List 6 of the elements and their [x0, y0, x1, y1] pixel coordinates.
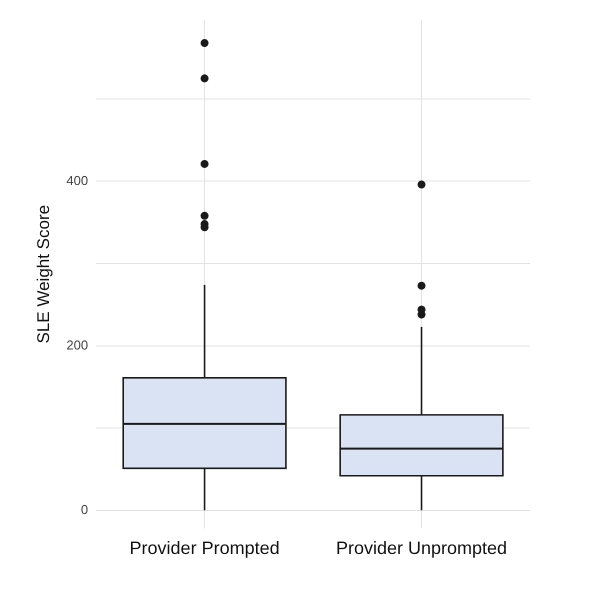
y-tick-label: 400 — [66, 172, 88, 188]
x-tick-label: Provider Prompted — [130, 538, 280, 558]
y-axis-title: SLE Weight Score — [34, 204, 53, 344]
y-tick-label: 0 — [80, 502, 88, 517]
x-tick-label: Provider Unprompted — [336, 538, 508, 558]
y-tick-label: 200 — [66, 337, 88, 352]
